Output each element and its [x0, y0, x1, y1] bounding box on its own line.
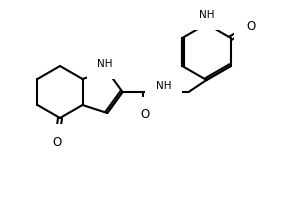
Text: O: O — [52, 136, 62, 148]
Text: NH: NH — [199, 10, 214, 20]
Text: N: N — [161, 82, 168, 92]
Text: O: O — [140, 108, 149, 121]
Text: O: O — [246, 20, 255, 33]
Text: H: H — [163, 81, 170, 91]
Text: NH: NH — [156, 81, 171, 91]
Text: NH: NH — [98, 59, 113, 69]
